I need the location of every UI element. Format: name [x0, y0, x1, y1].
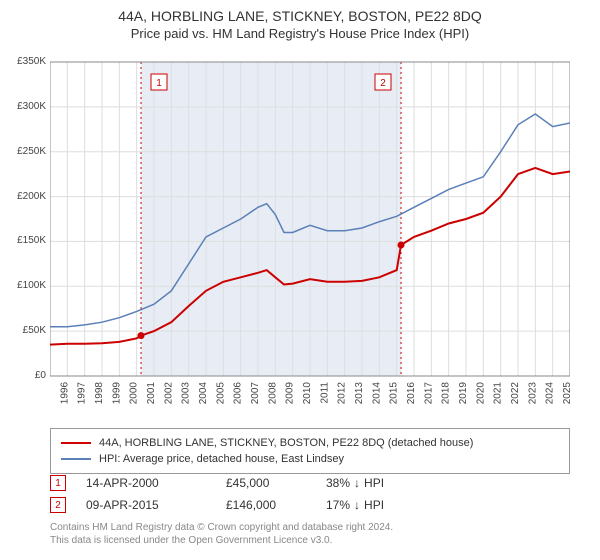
y-tick-label: £200K — [2, 191, 46, 202]
svg-text:2001: 2001 — [146, 382, 157, 405]
svg-text:2005: 2005 — [215, 382, 226, 405]
svg-text:2025: 2025 — [562, 382, 570, 405]
svg-text:1999: 1999 — [111, 382, 122, 405]
svg-text:2022: 2022 — [510, 382, 521, 405]
legend-item: 44A, HORBLING LANE, STICKNEY, BOSTON, PE… — [61, 435, 559, 451]
svg-text:2021: 2021 — [493, 382, 504, 405]
footer-line-2: This data is licensed under the Open Gov… — [50, 535, 570, 548]
transaction-date: 09-APR-2015 — [86, 498, 206, 512]
svg-text:2006: 2006 — [233, 382, 244, 405]
svg-text:1998: 1998 — [94, 382, 105, 405]
page-title: 44A, HORBLING LANE, STICKNEY, BOSTON, PE… — [0, 8, 600, 24]
transaction-delta: 17% ↓ HPI — [326, 498, 426, 512]
svg-text:2024: 2024 — [545, 382, 556, 405]
svg-text:2: 2 — [380, 78, 386, 89]
svg-text:2012: 2012 — [337, 382, 348, 405]
price-chart: 1 2 1995 1996 1997 1998 1999 2000 2001 2002 2003 20… — [50, 58, 570, 418]
page-subtitle: Price paid vs. HM Land Registry's House … — [0, 26, 600, 41]
legend-label: 44A, HORBLING LANE, STICKNEY, BOSTON, PE… — [99, 437, 473, 449]
transaction-date: 14-APR-2000 — [86, 476, 206, 490]
y-tick-label: £350K — [2, 56, 46, 67]
svg-text:1996: 1996 — [59, 382, 70, 405]
svg-text:2019: 2019 — [458, 382, 469, 405]
transaction-marker: 1 — [50, 475, 66, 491]
svg-text:2010: 2010 — [302, 382, 313, 405]
transaction-price: £146,000 — [226, 498, 306, 512]
y-tick-label: £150K — [2, 235, 46, 246]
svg-text:2017: 2017 — [423, 382, 434, 405]
svg-text:2003: 2003 — [181, 382, 192, 405]
delta-percent: 38% — [326, 476, 350, 490]
svg-text:2008: 2008 — [267, 382, 278, 405]
transaction-delta: 38% ↓ HPI — [326, 476, 426, 490]
y-tick-label: £100K — [2, 280, 46, 291]
down-arrow-icon: ↓ — [354, 476, 360, 490]
transaction-price: £45,000 — [226, 476, 306, 490]
svg-text:1: 1 — [156, 78, 162, 89]
svg-text:2023: 2023 — [527, 382, 538, 405]
svg-text:2013: 2013 — [354, 382, 365, 405]
svg-text:2011: 2011 — [319, 382, 330, 404]
legend-label: HPI: Average price, detached house, East… — [99, 453, 344, 465]
svg-text:2018: 2018 — [441, 382, 452, 405]
delta-percent: 17% — [326, 498, 350, 512]
footer-line-1: Contains HM Land Registry data © Crown c… — [50, 522, 570, 535]
svg-text:2007: 2007 — [250, 382, 261, 405]
svg-text:2015: 2015 — [389, 382, 400, 405]
svg-text:1997: 1997 — [77, 382, 88, 405]
delta-label: HPI — [364, 498, 384, 512]
y-tick-label: £0 — [2, 370, 46, 381]
transaction-row: 1 14-APR-2000 £45,000 38% ↓ HPI — [50, 472, 570, 494]
y-tick-label: £300K — [2, 101, 46, 112]
svg-text:2016: 2016 — [406, 382, 417, 405]
y-tick-label: £50K — [2, 325, 46, 336]
y-tick-label: £250K — [2, 146, 46, 157]
svg-text:1995: 1995 — [50, 382, 53, 405]
svg-text:2004: 2004 — [198, 382, 209, 405]
transaction-row: 2 09-APR-2015 £146,000 17% ↓ HPI — [50, 494, 570, 516]
chart-legend: 44A, HORBLING LANE, STICKNEY, BOSTON, PE… — [50, 428, 570, 474]
down-arrow-icon: ↓ — [354, 498, 360, 512]
transaction-marker: 2 — [50, 497, 66, 513]
svg-text:2000: 2000 — [129, 382, 140, 405]
legend-swatch — [61, 442, 91, 444]
delta-label: HPI — [364, 476, 384, 490]
svg-text:2014: 2014 — [371, 382, 382, 405]
svg-text:2002: 2002 — [163, 382, 174, 405]
footer-attribution: Contains HM Land Registry data © Crown c… — [50, 522, 570, 547]
legend-item: HPI: Average price, detached house, East… — [61, 451, 559, 467]
svg-text:2009: 2009 — [285, 382, 296, 405]
transactions-table: 1 14-APR-2000 £45,000 38% ↓ HPI 2 09-APR-2015 £1… — [50, 472, 570, 516]
svg-text:2020: 2020 — [475, 382, 486, 405]
legend-swatch — [61, 458, 91, 460]
